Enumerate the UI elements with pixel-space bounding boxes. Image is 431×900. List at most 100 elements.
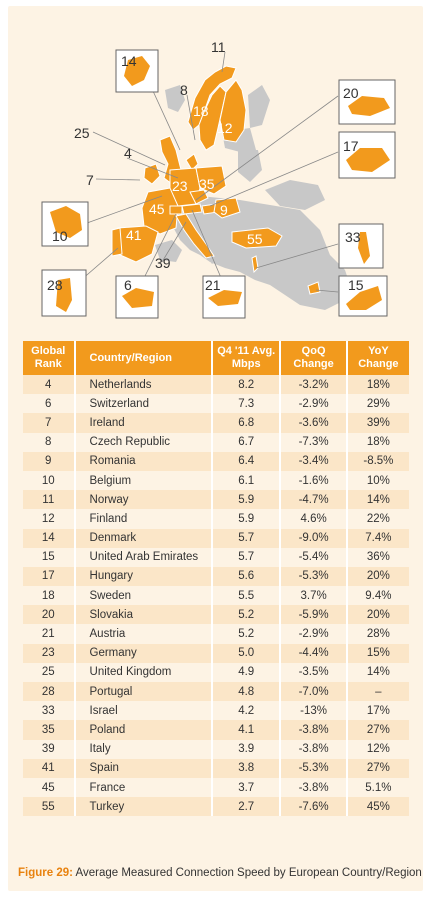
switzerland-inset-shape — [122, 288, 154, 308]
qoq-cell: -3.8% — [280, 739, 348, 759]
qoq-cell: -5.9% — [280, 605, 348, 625]
yoy-cell: 20% — [346, 605, 409, 625]
rank-cell: 39 — [23, 739, 76, 759]
header-avg-mbps: Q4 '11 Avg. Mbps — [212, 341, 282, 375]
country-cell: Netherlands — [74, 375, 214, 395]
yoy-cell: -8.5% — [346, 451, 409, 471]
mbps-cell: 8.2 — [212, 375, 282, 395]
table-row: 21 Austria 5.2 -2.9% 28% — [23, 624, 409, 644]
mbps-cell: 5.5 — [212, 586, 282, 606]
country-cell: Hungary — [74, 566, 214, 587]
label-norway: 11 — [211, 39, 226, 55]
yoy-cell: 20% — [346, 566, 409, 587]
yoy-cell: 22% — [346, 509, 409, 529]
mbps-cell: 4.9 — [212, 662, 282, 682]
rank-cell: 4 — [23, 375, 76, 395]
romania-shape — [213, 197, 241, 219]
label-spain: 41 — [126, 227, 142, 243]
country-cell: Slovakia — [74, 605, 214, 625]
austria-shape — [181, 203, 203, 215]
country-cell: Denmark — [74, 528, 214, 548]
country-cell: Israel — [74, 701, 214, 721]
sweden-shape — [198, 85, 227, 151]
country-cell: Turkey — [74, 797, 214, 817]
rank-cell: 17 — [23, 566, 76, 587]
belgium-inset-shape — [50, 206, 82, 238]
table-row: 17 Hungary 5.6 -5.3% 20% — [23, 566, 409, 587]
mbps-cell: 5.0 — [212, 643, 282, 663]
table-row: 28 Portugal 4.8 -7.0% – — [23, 682, 409, 702]
table-row: 15 United Arab Emirates 5.7 -5.4% 36% — [23, 547, 409, 567]
table-row: 12 Finland 5.9 4.6% 22% — [23, 509, 409, 529]
country-cell: Belgium — [74, 470, 214, 491]
rank-cell: 7 — [23, 413, 76, 433]
rank-cell: 45 — [23, 777, 76, 798]
mbps-cell: 4.2 — [212, 701, 282, 721]
yoy-cell: 27% — [346, 720, 409, 740]
yoy-cell: 12% — [346, 739, 409, 759]
caption-text: Average Measured Connection Speed by Eur… — [72, 867, 422, 879]
rank-cell: 14 — [23, 528, 76, 548]
yoy-cell: 10% — [346, 470, 409, 491]
qoq-cell: -5.3% — [280, 758, 348, 778]
mbps-cell: 5.7 — [212, 528, 282, 548]
label-france: 45 — [149, 201, 165, 217]
label-uk: 25 — [74, 125, 90, 141]
yoy-cell: 18% — [346, 375, 409, 395]
label-romania: 9 — [220, 202, 228, 218]
qoq-cell: -3.2% — [280, 375, 348, 395]
qoq-cell: -4.7% — [280, 490, 348, 510]
yoy-cell: 14% — [346, 662, 409, 682]
qoq-cell: -2.9% — [280, 624, 348, 644]
qoq-cell: -13% — [280, 701, 348, 721]
portugal-shape — [111, 227, 123, 257]
country-cell: Sweden — [74, 586, 214, 606]
country-cell: Norway — [74, 490, 214, 510]
table-row: 11 Norway 5.9 -4.7% 14% — [23, 490, 409, 510]
qoq-cell: -4.4% — [280, 643, 348, 663]
label-switzerland: 6 — [124, 277, 132, 293]
yoy-cell: 18% — [346, 432, 409, 452]
table-row: 4 Netherlands 8.2 -3.2% 18% — [23, 375, 409, 395]
yoy-cell: 17% — [346, 701, 409, 721]
rank-cell: 12 — [23, 509, 76, 529]
rank-cell: 33 — [23, 701, 76, 721]
portugal-inset-shape — [56, 278, 72, 312]
label-italy: 39 — [155, 255, 171, 271]
ireland-shape — [143, 163, 161, 185]
yoy-cell: 14% — [346, 490, 409, 510]
country-cell: Italy — [74, 739, 214, 759]
label-czech: 8 — [180, 82, 188, 98]
table-row: 8 Czech Republic 6.7 -7.3% 18% — [23, 432, 409, 452]
france-shape — [141, 187, 179, 235]
country-cell: United Kingdom — [74, 662, 214, 682]
mbps-cell: 6.7 — [212, 432, 282, 452]
mbps-cell: 2.7 — [212, 797, 282, 817]
yoy-cell: 36% — [346, 547, 409, 567]
label-slovakia: 20 — [343, 85, 359, 101]
label-poland: 35 — [199, 176, 215, 192]
mbps-cell: 4.8 — [212, 682, 282, 702]
header-qoq: QoQ Change — [280, 341, 348, 375]
country-cell: Spain — [74, 758, 214, 778]
yoy-cell: 45% — [346, 797, 409, 817]
qoq-cell: 4.6% — [280, 509, 348, 529]
table-row: 35 Poland 4.1 -3.8% 27% — [23, 720, 409, 740]
yoy-cell: 7.4% — [346, 528, 409, 548]
mbps-cell: 5.6 — [212, 566, 282, 587]
switzerland-shape — [169, 205, 183, 215]
mbps-cell: 5.9 — [212, 490, 282, 510]
table-header-row: Global Rank Country/Region Q4 '11 Avg. M… — [23, 341, 409, 375]
denmark-shape — [185, 153, 199, 171]
table-row: 41 Spain 3.8 -5.3% 27% — [23, 758, 409, 778]
israel-inset-shape — [358, 232, 370, 264]
qoq-cell: -5.4% — [280, 547, 348, 567]
mbps-cell: 3.9 — [212, 739, 282, 759]
rank-cell: 41 — [23, 758, 76, 778]
country-cell: Austria — [74, 624, 214, 644]
yoy-cell: 29% — [346, 394, 409, 414]
rank-cell: 20 — [23, 605, 76, 625]
italy-shape — [175, 213, 215, 259]
uae-inset-shape — [346, 286, 382, 310]
table-row: 25 United Kingdom 4.9 -3.5% 14% — [23, 662, 409, 682]
